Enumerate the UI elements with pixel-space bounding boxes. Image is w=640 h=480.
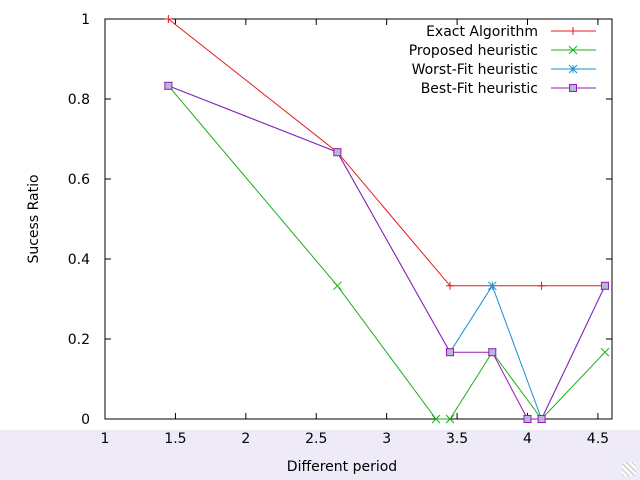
- legend-marker-1: [568, 45, 578, 55]
- series-line-0: [168, 18, 605, 287]
- y-tick-label-1: 0.2: [68, 332, 90, 348]
- legend-label-0: Exact Algorithm: [426, 24, 538, 40]
- y-tick-label-5: 1: [81, 12, 90, 28]
- series-1-point-3: [445, 414, 455, 424]
- legend-label-1: Proposed heuristic: [409, 43, 538, 59]
- series-3-point-0: [164, 81, 173, 90]
- series-3-point-2: [446, 348, 455, 357]
- y-tick-label-2: 0.4: [68, 252, 90, 268]
- y-tick-label-4: 0.8: [68, 92, 90, 108]
- series-3-point-5: [537, 415, 546, 423]
- series-line-3: [168, 85, 606, 420]
- y-tick-label-0: 0: [81, 412, 90, 428]
- series-line-2: [168, 85, 606, 421]
- y-tick-label-3: 0.6: [68, 172, 90, 188]
- series-1-point-6: [600, 347, 610, 357]
- series-3-point-4: [523, 415, 532, 423]
- series-3-point-6: [600, 281, 609, 290]
- bottom-band: [0, 430, 640, 480]
- series-1-point-1: [333, 281, 342, 291]
- plot-frame: [104, 18, 613, 420]
- legend-marker-2: [568, 64, 578, 74]
- resize-grip-icon[interactable]: [622, 462, 636, 476]
- series-line-1: [167, 85, 606, 420]
- legend-marker-3: [569, 84, 577, 92]
- series-0-point-0: [164, 15, 173, 23]
- legend-label-3: Best-Fit heuristic: [421, 81, 538, 97]
- legend-label-2: Worst-Fit heuristic: [412, 62, 538, 78]
- series-0-point-3: [537, 281, 546, 290]
- series-0-point-2: [446, 281, 455, 290]
- y-axis-label: Sucess Ratio: [26, 174, 42, 263]
- series-3-point-1: [333, 148, 342, 157]
- series-1-point-2: [431, 414, 441, 424]
- series-3-point-3: [488, 348, 497, 357]
- legend-marker-0: [569, 27, 577, 35]
- series-2-point-3: [487, 281, 497, 291]
